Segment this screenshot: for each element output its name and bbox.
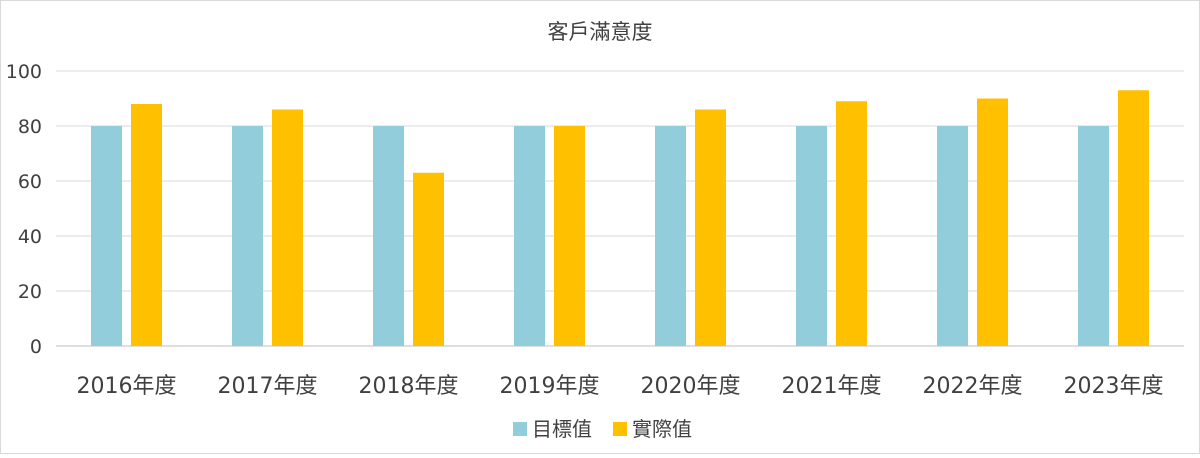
chart-title: 客戶滿意度 xyxy=(548,20,653,44)
y-tick-label: 20 xyxy=(18,281,42,303)
bar-target-2016年度 xyxy=(91,126,122,346)
x-tick-label: 2017年度 xyxy=(218,374,318,399)
bar-actual-2021年度 xyxy=(836,101,867,346)
x-tick-label: 2019年度 xyxy=(500,374,600,399)
bar-actual-2020年度 xyxy=(695,109,726,346)
bar-target-2020年度 xyxy=(655,126,686,346)
y-tick-label: 60 xyxy=(18,171,42,193)
y-axis: 0 20 40 60 80 100 xyxy=(6,61,42,358)
y-tick-label: 40 xyxy=(18,226,42,248)
bar-target-2018年度 xyxy=(373,126,404,346)
bar-target-2017年度 xyxy=(232,126,263,346)
x-tick-label: 2021年度 xyxy=(782,374,882,399)
y-tick-label: 100 xyxy=(6,61,42,83)
bar-target-2022年度 xyxy=(937,126,968,346)
x-tick-label: 2022年度 xyxy=(923,374,1023,399)
legend: 目標值 實際值 xyxy=(513,417,692,441)
y-tick-label: 80 xyxy=(18,116,42,138)
y-tick-label: 0 xyxy=(30,336,42,358)
x-axis: 2016年度 2017年度 2018年度 2019年度 2020年度 2021年度 2022… xyxy=(77,374,1164,399)
bar-actual-2022年度 xyxy=(977,98,1008,346)
bar-actual-2023年度 xyxy=(1118,90,1149,346)
legend-label: 目標值 xyxy=(532,417,592,441)
x-tick-label: 2023年度 xyxy=(1064,374,1164,399)
gridlines xyxy=(56,70,1184,347)
bar-target-2021年度 xyxy=(796,126,827,346)
bar-actual-2017年度 xyxy=(272,109,303,346)
bar-target-2019年度 xyxy=(514,126,545,346)
bar-target-2023年度 xyxy=(1078,126,1109,346)
bar-actual-2018年度 xyxy=(413,172,444,346)
legend-label: 實際值 xyxy=(632,417,692,441)
bars xyxy=(91,90,1149,346)
x-tick-label: 2020年度 xyxy=(641,374,741,399)
bar-actual-2019年度 xyxy=(554,126,585,346)
bar-actual-2016年度 xyxy=(131,104,162,346)
legend-swatch xyxy=(613,422,627,436)
legend-swatch xyxy=(513,422,527,436)
x-tick-label: 2016年度 xyxy=(77,374,177,399)
x-tick-label: 2018年度 xyxy=(359,374,459,399)
